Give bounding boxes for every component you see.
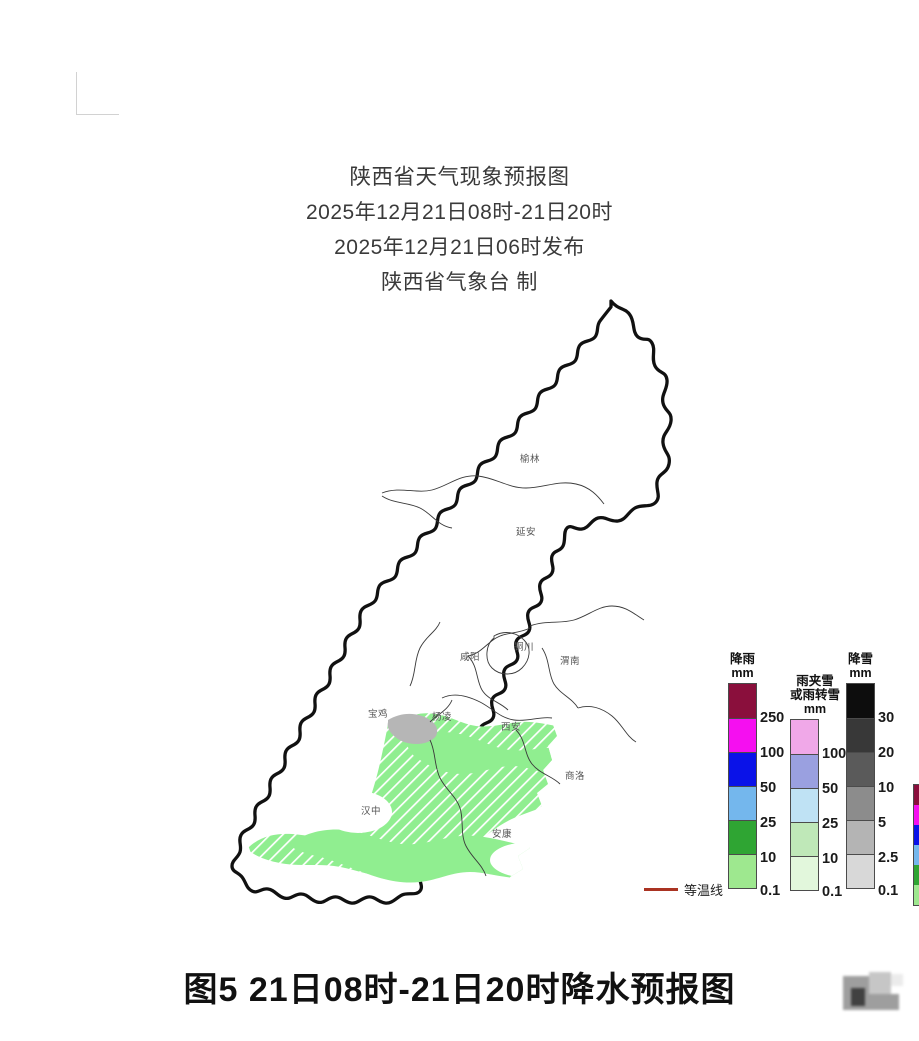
edge-legend-swatch-5 [914, 865, 919, 885]
edge-legend-swatch-2 [914, 805, 919, 825]
legend-rain-swatch-0.1 [729, 854, 756, 888]
legend-sleet-tick-50: 50 [822, 781, 839, 797]
document-corner-mark [76, 72, 119, 115]
legend-rain-swatch-250 [729, 684, 756, 718]
legend-sleet-bar: 100 50 25 10 0.1 [790, 719, 846, 900]
legend-sleet-title-line2: 或雨转雪 [790, 688, 841, 702]
legend-sleet-column: 雨夹雪 或雨转雪 mm 100 50 25 10 0.1 [790, 674, 846, 900]
legend-rain-heading: 降雨 mm [728, 652, 757, 680]
legend-rain-tick-100: 100 [760, 745, 785, 761]
legend-snow-bar: 30 20 10 5 2.5 0.1 [846, 683, 898, 899]
city-label-weinan: 渭南 [559, 656, 581, 667]
legend-rain-column: 降雨 mm 250 100 50 25 10 0.1 [728, 652, 784, 899]
city-label-xianyang: 咸阳 [459, 652, 481, 663]
precip-gap-ankang-south [490, 842, 570, 878]
title-line-2: 2025年12月21日08时-21日20时 [305, 201, 613, 224]
map-legend: 降雨 mm 250 100 50 25 10 0.1 雨夹雪 或雨转雪 mm [644, 652, 919, 922]
legend-rain-swatch-50 [729, 752, 756, 786]
legend-rain-bar: 250 100 50 25 10 0.1 [728, 683, 784, 899]
legend-sleet-swatch-50 [791, 754, 818, 788]
shaanxi-province-map: 榆林 延安 铜川 渭南 咸阳 宝鸡 杨凌 西安 商洛 汉中 安康 [230, 288, 720, 918]
city-label-xian: 西安 [500, 722, 522, 733]
legend-rain-unit: mm [731, 666, 754, 680]
legend-snow-swatch-10 [847, 752, 874, 786]
city-label-hanzhong: 汉中 [360, 806, 382, 817]
legend-rain-tick-25: 25 [760, 815, 777, 831]
prefecture-boundaries [381, 475, 645, 877]
legend-sleet-heading: 雨夹雪 或雨转雪 mm [790, 674, 840, 716]
legend-rain-swatch-100 [729, 718, 756, 752]
legend-snow-swatch-20 [847, 718, 874, 752]
legend-rain-tick-50: 50 [760, 780, 777, 796]
legend-snow-heading: 降雪 mm [846, 652, 875, 680]
legend-rain-title: 降雨 [729, 652, 755, 666]
figure-caption: 图5 21日08时-21日20时降水预报图 [183, 971, 736, 1009]
edge-legend-swatch-3 [914, 825, 919, 845]
legend-rain-tick-250: 250 [760, 710, 785, 726]
legend-sleet-swatch-100 [791, 720, 818, 754]
legend-snow-swatch-30 [847, 684, 874, 718]
legend-snow-tick-0.1: 0.1 [878, 883, 899, 899]
legend-sleet-tick-100: 100 [822, 746, 847, 762]
legend-rain-swatch-25 [729, 786, 756, 820]
title-line-4: 陕西省气象台 制 [381, 271, 538, 294]
isotherm-label: 等温线 [684, 883, 724, 898]
legend-snow-tick-2.5: 2.5 [878, 850, 899, 866]
legend-sleet-tick-0.1: 0.1 [822, 884, 843, 900]
legend-snow-tick-20: 20 [878, 745, 895, 761]
snow-patch-qinling [387, 713, 438, 744]
edge-legend-swatch-6 [914, 885, 919, 905]
precip-gap-tiny [230, 767, 231, 769]
legend-snow-title: 降雪 [847, 652, 873, 666]
map-svg [230, 299, 673, 905]
isotherm-line-icon [644, 888, 678, 891]
edge-legend-swatch-1 [914, 785, 919, 805]
legend-snow-tick-10: 10 [878, 780, 895, 796]
legend-sleet-unit: mm [803, 702, 827, 716]
precip-gap-hanzhong [324, 791, 392, 833]
watermark-logo [843, 972, 905, 1014]
edge-clipped-legend-bar [913, 784, 919, 906]
city-label-ankang: 安康 [491, 829, 513, 840]
edge-legend-swatch-4 [914, 845, 919, 865]
legend-snow-tick-5: 5 [878, 815, 887, 831]
city-label-baoji: 宝鸡 [367, 709, 389, 720]
map-title-block: 陕西省天气现象预报图 2025年12月21日08时-21日20时 2025年12… [0, 160, 919, 300]
legend-sleet-swatch-10 [791, 822, 818, 856]
legend-snow-column: 降雪 mm 30 20 10 5 2.5 0.1 [846, 652, 898, 899]
province-outline [230, 299, 673, 905]
city-label-yulin: 榆林 [519, 454, 541, 465]
legend-sleet-swatch-0.1 [791, 856, 818, 890]
legend-sleet-swatch-25 [791, 788, 818, 822]
city-label-shangluo: 商洛 [564, 771, 586, 782]
title-line-3: 2025年12月21日06时发布 [334, 236, 585, 259]
legend-rain-tick-10: 10 [760, 850, 777, 866]
legend-snow-swatch-5 [847, 786, 874, 820]
legend-sleet-tick-10: 10 [822, 851, 839, 867]
title-line-1: 陕西省天气现象预报图 [349, 165, 570, 189]
isotherm-legend: 等温线 [644, 880, 723, 899]
legend-rain-swatch-10 [729, 820, 756, 854]
legend-snow-swatch-2.5 [847, 820, 874, 854]
legend-snow-tick-30: 30 [878, 710, 895, 726]
city-label-yangling: 杨凌 [431, 712, 453, 723]
legend-sleet-title-line1: 雨夹雪 [796, 674, 834, 688]
city-label-tongchuan: 铜川 [513, 642, 535, 653]
legend-snow-swatch-0.1 [847, 854, 874, 888]
legend-snow-unit: mm [849, 666, 872, 680]
legend-sleet-tick-25: 25 [822, 816, 839, 832]
city-label-yanan: 延安 [515, 527, 537, 538]
legend-rain-tick-0.1: 0.1 [760, 883, 781, 899]
